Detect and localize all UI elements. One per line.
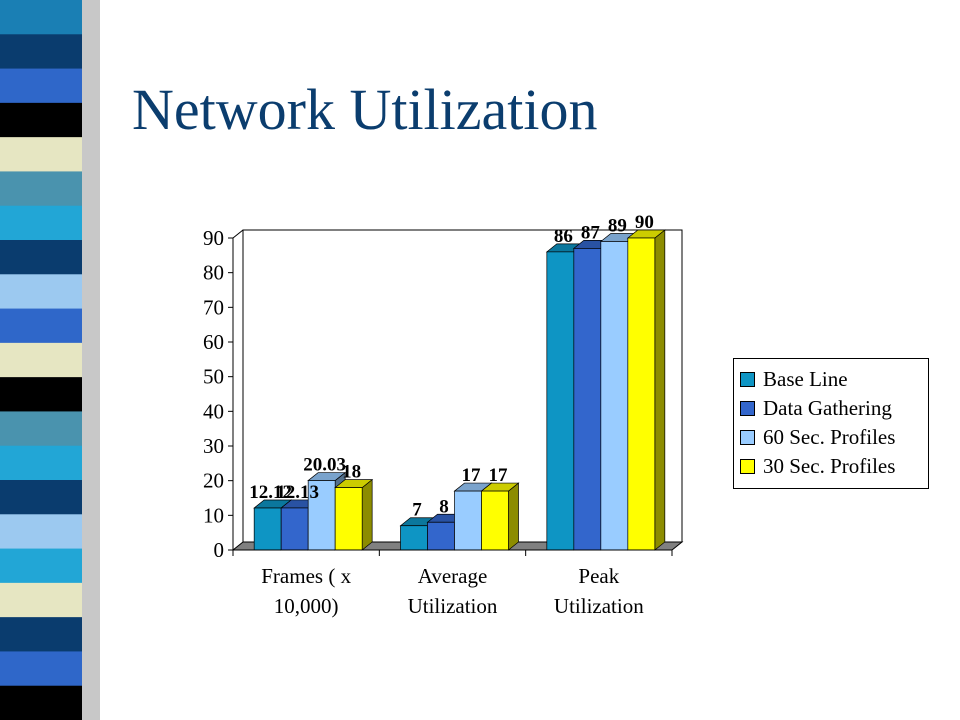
stripe-block (0, 171, 82, 207)
data-label: 12.12 (249, 482, 292, 503)
data-label: 7 (412, 500, 422, 521)
y-tick-label: 30 (203, 434, 224, 458)
data-label: 89 (608, 215, 627, 236)
y-tick-label: 80 (203, 261, 224, 285)
legend-label: 30 Sec. Profiles (763, 454, 896, 478)
data-label: 86 (554, 226, 573, 247)
x-tick-label: Utilization (554, 594, 644, 618)
stripe-block (0, 582, 82, 618)
chart-side-edge (232, 229, 244, 239)
stripe-shadow (82, 0, 100, 720)
data-label: 90 (635, 212, 654, 233)
stripe-block (0, 651, 82, 687)
legend-label: Data Gathering (763, 396, 892, 420)
x-tick-label: Average (418, 564, 488, 588)
stripe-block (0, 342, 82, 378)
stripe-block (0, 34, 82, 70)
x-tick-label: Utilization (408, 594, 498, 618)
y-tick-label: 10 (203, 503, 224, 527)
legend-item: Base Line (740, 365, 928, 394)
data-label: 12.13 (276, 482, 319, 503)
legend-label: Base Line (763, 367, 848, 391)
y-tick-label: 60 (203, 330, 224, 354)
data-label: 17 (489, 465, 509, 486)
stripe-block (0, 102, 82, 138)
bar (334, 478, 374, 551)
stripe-block (0, 514, 82, 550)
stripe-block (0, 137, 82, 172)
stripe-block (0, 445, 82, 481)
stripe-block (0, 240, 82, 275)
x-tick-label: 10,000) (274, 594, 339, 618)
stripe-block (0, 480, 82, 515)
legend-swatch (740, 372, 755, 387)
data-label: 8 (439, 496, 449, 517)
data-label: 18 (342, 462, 361, 483)
legend-swatch (740, 459, 755, 474)
y-tick-label: 20 (203, 469, 224, 493)
stripe-block (0, 68, 82, 104)
x-axis: Frames ( x 10,000) Average Utilization Peak U… (232, 549, 673, 618)
chart-legend: Base Line Data Gathering 60 Sec. Profiles 3… (733, 358, 929, 489)
stripe-block (0, 308, 82, 344)
legend-item: Data Gathering (740, 394, 928, 423)
data-label: 17 (462, 465, 482, 486)
stripe-block (0, 548, 82, 584)
y-axis: 0 10 20 30 40 50 60 70 80 90 (203, 226, 234, 562)
stripe-block (0, 685, 82, 720)
legend-label: 60 Sec. Profiles (763, 425, 896, 449)
legend-item: 60 Sec. Profiles (740, 423, 928, 452)
y-tick-label: 50 (203, 365, 224, 389)
y-tick-label: 70 (203, 295, 224, 319)
stripe-block (0, 617, 82, 652)
stripe-block (0, 377, 82, 412)
legend-swatch (740, 430, 755, 445)
y-tick-label: 0 (214, 538, 225, 562)
x-tick-label: Frames ( x (261, 564, 351, 588)
y-tick-label: 90 (203, 226, 224, 250)
stripe-block (0, 205, 82, 241)
legend-item: 30 Sec. Profiles (740, 452, 928, 481)
x-tick-label: Peak (578, 564, 619, 588)
stripe-block (0, 274, 82, 310)
y-tick-label: 40 (203, 399, 224, 423)
stripe-block (0, 0, 82, 35)
decorative-stripe (0, 0, 100, 720)
slide-title: Network Utilization (132, 77, 598, 142)
data-label: 87 (581, 222, 601, 243)
legend-swatch (740, 401, 755, 416)
data-label: 20.03 (303, 455, 346, 476)
stripe-block (0, 411, 82, 447)
bar (626, 229, 666, 551)
bars (253, 229, 666, 551)
bar (480, 482, 520, 551)
